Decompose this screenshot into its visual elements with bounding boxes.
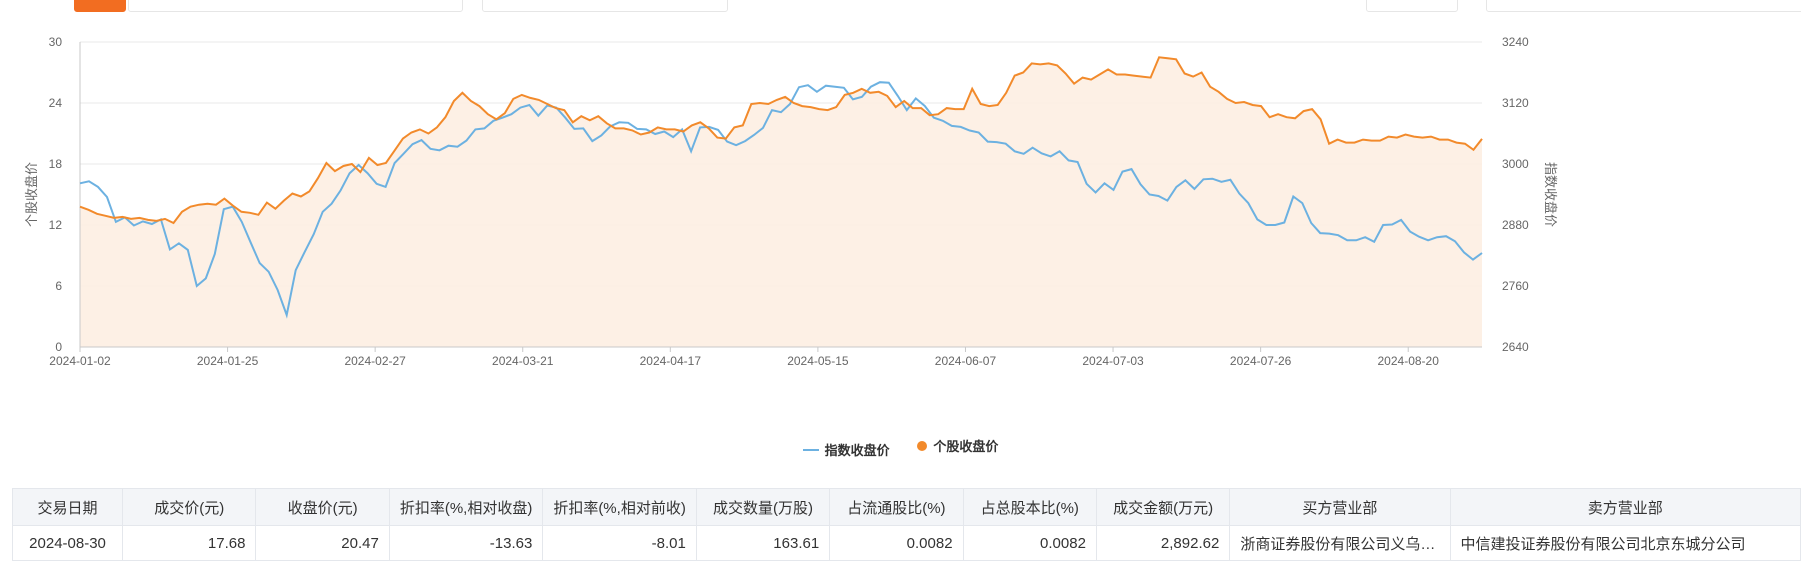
cell-date: 2024-08-30 [11,525,124,561]
col-header-close-price[interactable]: 收盘价(元) [255,488,390,526]
action-button-2[interactable] [1486,0,1801,12]
tab-bar [0,0,1801,12]
x-tick-label: 2024-02-27 [344,354,406,368]
y-right-axis-title: 指数收盘价 [1543,162,1558,227]
chart-legend: 指数收盘价 个股收盘价 [0,436,1801,459]
cell-discount-prev: -8.01 [542,525,697,561]
tab-active[interactable] [74,0,126,12]
y-right-tick-label: 3120 [1502,96,1529,110]
col-header-float-ratio[interactable]: 占流通股比(%) [829,488,964,526]
y-right-tick-label: 2880 [1502,218,1529,232]
index-close-line [79,81,1483,319]
x-tick-label: 2024-05-15 [787,354,849,368]
col-header-amount[interactable]: 成交金额(万元) [1095,488,1231,526]
col-header-total-ratio[interactable]: 占总股本比(%) [962,488,1097,526]
tab-input-2[interactable] [482,0,728,12]
price-chart: 0 6 12 18 24 30 2640 2760 2880 3000 3120 3240 个股收盘价 指… [24,35,1558,368]
x-tick-label: 2024-07-26 [1230,354,1292,368]
y-left-axis-title: 个股收盘价 [24,162,39,227]
cell-deal-price: 17.68 [122,525,257,561]
x-tick-label: 2024-06-07 [935,354,997,368]
y-left-tick-label: 24 [49,96,63,110]
action-button-1[interactable] [1366,0,1458,12]
y-right-tick-label: 3240 [1502,35,1529,49]
col-header-volume[interactable]: 成交数量(万股) [695,488,831,526]
x-tick-label: 2024-01-25 [197,354,259,368]
col-header-date[interactable]: 交易日期 [11,488,124,526]
col-header-seller[interactable]: 卖方营业部 [1449,488,1801,526]
cell-buyer[interactable]: 浙商证券股份有限公司义乌稠州北路证券营业部 [1229,525,1451,561]
table-row[interactable]: 2024-08-30 17.68 20.47 -13.63 -8.01 163.… [11,525,1801,561]
stock-area-fill [80,57,1482,348]
tab-input-1[interactable] [128,0,463,12]
cell-volume: 163.61 [695,525,831,561]
cell-total-ratio: 0.0082 [962,525,1097,561]
legend-label-stock: 个股收盘价 [933,439,999,454]
x-tick-label: 2024-03-21 [492,354,554,368]
legend-label-index: 指数收盘价 [824,443,890,458]
y-right-tick-label: 2640 [1502,340,1529,354]
col-header-buyer[interactable]: 买方营业部 [1229,488,1451,526]
y-left-tick-label: 6 [55,279,62,293]
y-left-tick-label: 12 [49,218,63,232]
col-header-discount-prev[interactable]: 折扣率(%,相对前收) [542,488,697,526]
cell-discount-close: -13.63 [388,525,544,561]
stock-close-line [79,56,1483,225]
cell-seller[interactable]: 中信建投证券股份有限公司北京东城分公司 [1449,525,1801,561]
legend-item-stock[interactable]: 个股收盘价 [917,436,998,455]
x-tick-label: 2024-01-02 [49,354,111,368]
x-tick-label: 2024-07-03 [1082,354,1144,368]
legend-dot-icon [917,440,928,451]
y-left-tick-label: 0 [55,340,62,354]
col-header-discount-close[interactable]: 折扣率(%,相对收盘) [388,488,544,526]
cell-amount: 2,892.62 [1095,525,1231,561]
x-tick-label: 2024-04-17 [640,354,702,368]
cell-float-ratio: 0.0082 [829,525,964,561]
legend-item-index[interactable]: 指数收盘价 [802,440,890,459]
table-header-row: 交易日期 成交价(元) 收盘价(元) 折扣率(%,相对收盘) 折扣率(%,相对前… [11,488,1801,526]
x-tick-label: 2024-08-20 [1378,354,1440,368]
legend-line-icon [802,448,819,451]
col-header-deal-price[interactable]: 成交价(元) [122,488,257,526]
y-right-tick-label: 3000 [1502,157,1529,171]
cell-close-price: 20.47 [255,525,390,561]
y-left-tick-label: 30 [49,35,63,49]
block-trade-table: 交易日期 成交价(元) 收盘价(元) 折扣率(%,相对收盘) 折扣率(%,相对前… [11,488,1801,561]
y-right-tick-label: 2760 [1502,279,1529,293]
y-left-tick-label: 18 [49,157,63,171]
